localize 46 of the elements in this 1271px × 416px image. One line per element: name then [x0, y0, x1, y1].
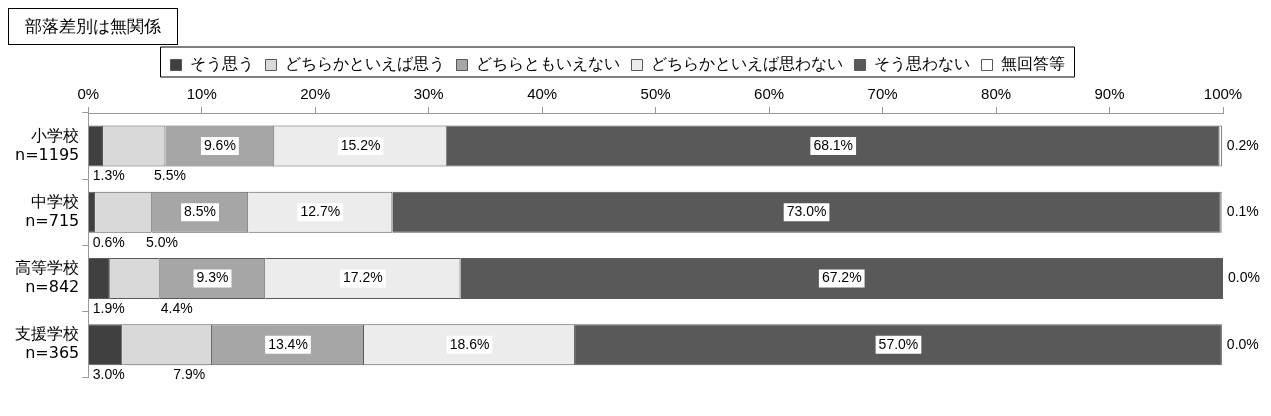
data-label: 1.3% [92, 167, 125, 184]
data-label: 8.5% [184, 203, 216, 220]
legend-label: そう思う [189, 54, 254, 74]
y-tick-label: 中学校 n=715 [25, 191, 80, 231]
x-tick-label: 20% [300, 85, 331, 103]
data-label: 3.0% [92, 366, 125, 383]
y-tick-label: 小学校 n=1195 [15, 125, 80, 164]
x-tick-label: 40% [527, 85, 558, 103]
data-label: 12.7% [300, 203, 341, 220]
data-label: 57.0% [878, 335, 919, 352]
data-label: 18.6% [449, 335, 490, 352]
chart-title: 部落差別は無関係 [8, 8, 178, 45]
data-label: 15.2% [340, 136, 381, 153]
x-tick-label: 60% [754, 85, 785, 103]
x-tick-label: 50% [640, 85, 671, 103]
legend-label: どちらともいえない [475, 54, 620, 74]
x-tick-label: 90% [1094, 85, 1125, 103]
data-label: 4.4% [160, 299, 193, 316]
data-label: 0.1% [1226, 203, 1259, 220]
data-label: 9.3% [196, 269, 229, 286]
data-label: 1.9% [92, 299, 125, 316]
data-label: 13.4% [268, 335, 308, 352]
x-tick-label: 30% [413, 85, 444, 103]
data-label: 5.0% [146, 233, 178, 250]
x-tick-label: 100% [1203, 85, 1243, 103]
data-label: 7.9% [173, 366, 206, 383]
legend-label: どちらかといえば思わない [650, 54, 843, 74]
data-label: 9.6% [203, 136, 236, 153]
x-tick-label: 80% [981, 85, 1012, 103]
x-tick-label: 10% [186, 85, 217, 103]
y-tick-label: 高等学校 n=842 [15, 258, 80, 297]
data-label: 0.2% [1226, 136, 1259, 153]
data-label: 73.0% [786, 203, 827, 220]
data-label: 0.6% [92, 233, 125, 250]
data-label: 0.0% [1227, 269, 1260, 286]
data-label: 0.0% [1226, 335, 1259, 352]
legend-label: そう思わない [873, 54, 970, 74]
y-tick-label: 支援学校 n=365 [15, 324, 80, 363]
legend-label: どちらかといえば思う [284, 54, 445, 74]
x-tick-label: 70% [867, 85, 898, 103]
data-label: 17.2% [343, 269, 383, 286]
legend-label: 無回答等 [1000, 54, 1065, 74]
data-label: 68.1% [813, 136, 854, 153]
data-label: 5.5% [154, 167, 186, 184]
x-tick-label: 0% [77, 85, 100, 103]
data-label: 67.2% [821, 269, 862, 286]
